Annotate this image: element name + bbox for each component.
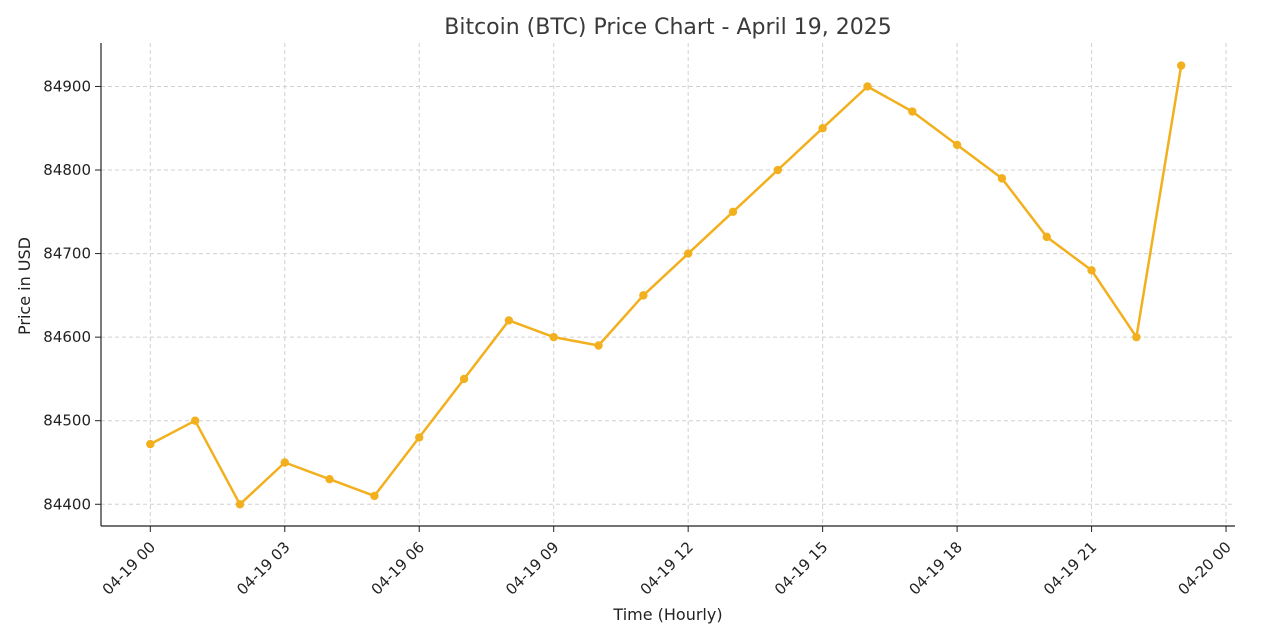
series-layer <box>146 61 1186 509</box>
x-axis-label: Time (Hourly) <box>612 605 722 624</box>
data-point <box>639 291 648 300</box>
data-point <box>683 249 693 258</box>
y-tick-label: 84400 <box>43 495 91 513</box>
data-point <box>190 416 200 425</box>
data-point <box>325 475 334 484</box>
y-tick-label: 84600 <box>43 328 91 346</box>
x-tick-label: 04-19 09 <box>502 538 562 598</box>
data-point <box>1042 232 1051 242</box>
axes-layer <box>100 43 1235 527</box>
y-tick-label: 84800 <box>43 161 91 179</box>
data-point <box>594 341 603 350</box>
data-point <box>235 500 245 509</box>
x-tick-label: 04-19 06 <box>368 538 428 598</box>
x-tick-label: 04-19 15 <box>771 538 831 598</box>
x-tick-label: 04-19 18 <box>906 538 966 598</box>
data-point <box>908 107 917 116</box>
x-tick-label: 04-19 21 <box>1040 538 1100 598</box>
data-point <box>459 374 469 384</box>
data-point <box>549 332 558 342</box>
data-point <box>818 124 827 133</box>
data-point <box>1177 61 1186 70</box>
grid-layer <box>101 43 1235 526</box>
y-tick-label: 84700 <box>43 245 91 263</box>
y-tick-label: 84500 <box>43 412 91 430</box>
data-point <box>415 433 424 442</box>
data-point <box>504 316 514 325</box>
y-axis-label: Price in USD <box>15 237 34 335</box>
data-point <box>773 165 783 175</box>
data-point <box>863 82 872 91</box>
series-line <box>149 65 1183 506</box>
data-point <box>997 174 1007 183</box>
chart-title: Bitcoin (BTC) Price Chart - April 19, 20… <box>444 15 892 40</box>
data-point <box>952 140 962 150</box>
data-point <box>728 207 738 216</box>
x-tick-label: 04-19 00 <box>99 538 159 598</box>
x-tick-label: 04-19 03 <box>233 538 293 598</box>
data-point <box>370 491 379 501</box>
data-point <box>280 458 289 467</box>
data-point <box>1087 266 1096 275</box>
data-point <box>1132 332 1141 342</box>
y-tick-label: 84900 <box>43 77 91 95</box>
ticks-layer: 84400 84500 84600 84700 84800 84900 04-19 00 04… <box>43 77 1235 598</box>
x-tick-label: 04-20 00 <box>1174 538 1234 598</box>
data-point <box>146 439 155 449</box>
x-tick-label: 04-19 12 <box>637 538 697 598</box>
